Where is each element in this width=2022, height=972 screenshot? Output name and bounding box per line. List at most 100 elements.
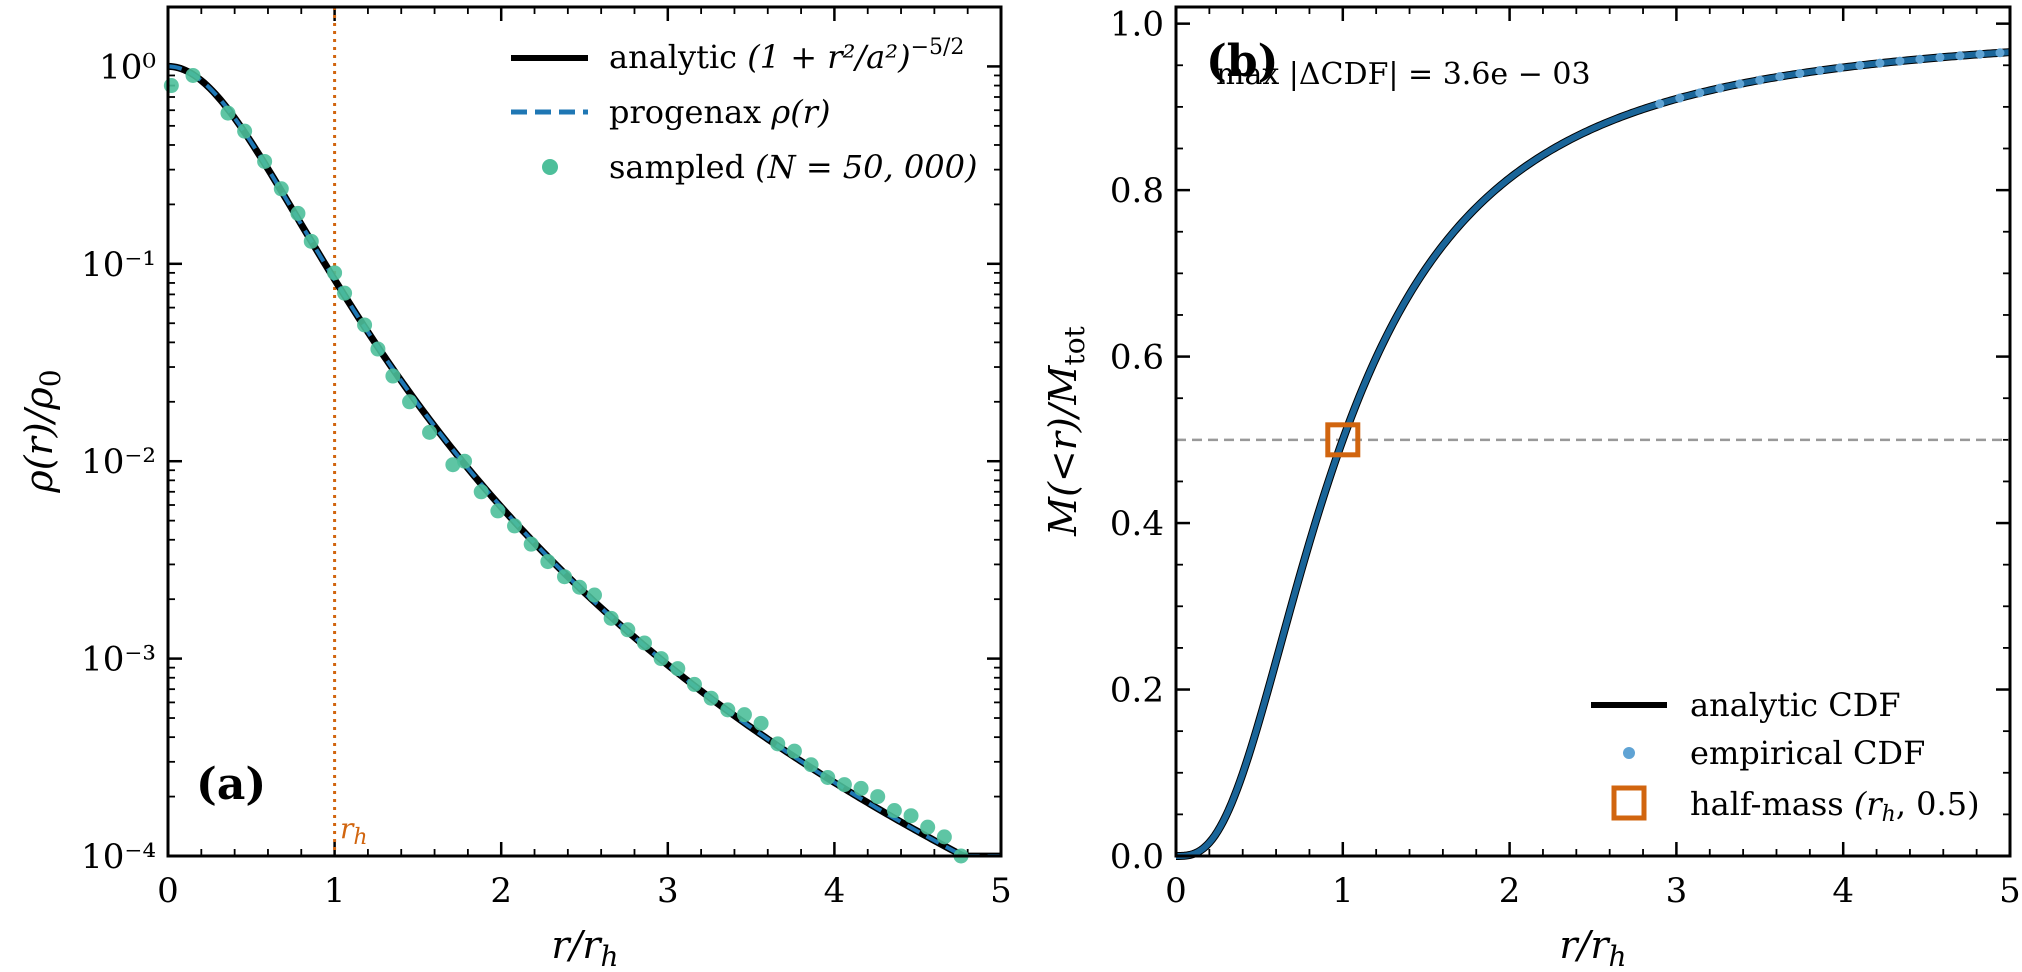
sampled-point (636, 635, 652, 651)
x-tick-label: 4 (824, 871, 846, 911)
y-tick-label: 0.2 (1110, 671, 1164, 711)
y-tick-label: 0.0 (1110, 837, 1164, 877)
sampled-point (523, 536, 539, 552)
y-tick-label: 0.4 (1110, 504, 1164, 544)
panel-b-tag: (b) (1206, 36, 1278, 87)
panel-a-xlabel: r/rh (551, 923, 618, 972)
sampled-point (903, 808, 919, 824)
sampled-point (507, 518, 523, 534)
panel-a-frame (166, 5, 1003, 858)
sampled-point (736, 707, 752, 723)
empirical-cdf-point (1835, 63, 1845, 73)
half-mass-square (1325, 422, 1361, 458)
panel-b-xlabel: r/rh (1559, 923, 1626, 972)
empirical-cdf-point (1955, 51, 1965, 61)
y-tick-label: 10⁰ (99, 47, 156, 87)
sampled-point (422, 424, 438, 440)
x-tick-label: 4 (1832, 871, 1854, 911)
sampled-point (327, 265, 343, 281)
x-tick-label: 2 (490, 871, 512, 911)
sampled-point (163, 78, 179, 94)
y-tick-label: 0.8 (1110, 171, 1164, 211)
panel-b-ticks (1174, 7, 2012, 858)
sampled-point (237, 123, 253, 139)
empirical-cdf-point (1695, 88, 1705, 98)
sampled-point (836, 777, 852, 793)
sampled-point (920, 819, 936, 835)
sampled-point (257, 153, 273, 169)
sampled-point (753, 715, 769, 731)
sampled-point (402, 394, 418, 410)
sampled-point (686, 676, 702, 692)
sampled-point (586, 587, 602, 603)
x-tick-label: 5 (1999, 871, 2021, 911)
sampled-point (620, 622, 636, 638)
sampled-point (370, 341, 386, 357)
sampled-point (572, 579, 588, 595)
sampled-point (303, 233, 319, 249)
sampled-point (670, 661, 686, 677)
half-mass-marker (1325, 422, 1361, 458)
empirical-cdf-point (1875, 58, 1885, 68)
y-tick-label: 10⁻² (81, 442, 156, 482)
legend-sampled-label: sampled (N = 50, 000) (609, 148, 977, 186)
sampled-point (653, 651, 669, 667)
legend-empirical-cdf-swatch (1623, 747, 1635, 759)
empirical-cdf-point (1975, 49, 1985, 59)
sampled-point (220, 105, 236, 121)
sampled-point (770, 736, 786, 752)
sampled-point (703, 690, 719, 706)
sampled-point (273, 181, 289, 197)
panel-a-ticks (166, 6, 1003, 858)
y-tick-label: 10⁻¹ (81, 245, 156, 285)
y-tick-label: 10⁻³ (81, 640, 156, 680)
sampled-point (457, 453, 473, 469)
max-dcdf-annotation: max |ΔCDF| = 3.6e − 03 (1216, 57, 1591, 92)
empirical-cdf-point (1915, 54, 1925, 64)
sampled-point (557, 569, 573, 585)
panel-a: 0 1 2 3 4 5 10⁰ 10⁻¹ 10⁻² 10⁻³ 10⁻⁴ r/rh ρ(r)/ρ0 (… (17, 5, 1012, 972)
sampled-point (490, 503, 506, 519)
empirical-cdf-point (1995, 48, 2005, 58)
panel-b-frame (1174, 5, 2012, 858)
sampled-point (720, 702, 736, 718)
sampled-point (445, 457, 461, 473)
empirical-cdf-point (1735, 79, 1745, 89)
empirical-cdf-point (1855, 60, 1865, 70)
x-tick-label: 3 (657, 871, 679, 911)
y-tick-label: 10⁻⁴ (81, 837, 156, 877)
x-tick-label: 1 (1332, 871, 1354, 911)
x-tick-label: 2 (1499, 871, 1521, 911)
sampled-point (803, 757, 819, 773)
x-tick-label: 5 (990, 871, 1012, 911)
empirical-cdf-point (1795, 68, 1805, 78)
progenax-density-line (168, 64, 1001, 856)
empirical-cdf-point (1655, 99, 1665, 109)
sampled-point (385, 368, 401, 384)
sampled-point (185, 67, 201, 83)
empirical-cdf-point (1935, 52, 1945, 62)
sampled-point (853, 780, 869, 796)
legend-analytic-cdf-label: analytic CDF (1690, 686, 1901, 724)
legend-sampled-swatch (542, 159, 558, 175)
panel-a-sampled-points (163, 67, 969, 864)
sampled-point (290, 205, 306, 221)
empirical-cdf-point (1895, 56, 1905, 66)
y-tick-label: 1.0 (1110, 5, 1164, 45)
legend-progenax-label: progenax ρ(r) (609, 93, 830, 131)
sampled-point (786, 743, 802, 759)
legend-half-mass-swatch (1611, 785, 1647, 821)
sampled-point (870, 789, 886, 805)
y-tick-label: 0.6 (1110, 338, 1164, 378)
panel-b: 0 1 2 3 4 5 0.0 0.2 0.4 0.6 0.8 1.0 r/rh M(<r)/Mtot… (1041, 5, 2021, 972)
x-tick-label: 0 (157, 871, 179, 911)
empirical-cdf-point (1775, 72, 1785, 82)
panel-a-ylabel: ρ(r)/ρ0 (17, 369, 67, 493)
empirical-cdf-point (1815, 66, 1825, 76)
x-tick-label: 0 (1165, 871, 1187, 911)
panel-b-legend: analytic CDF empirical CDF half-mass (rh… (1591, 686, 1980, 827)
empirical-cdf-point (1715, 83, 1725, 93)
empirical-cdf-line (1175, 49, 2011, 859)
sampled-point (337, 285, 353, 301)
